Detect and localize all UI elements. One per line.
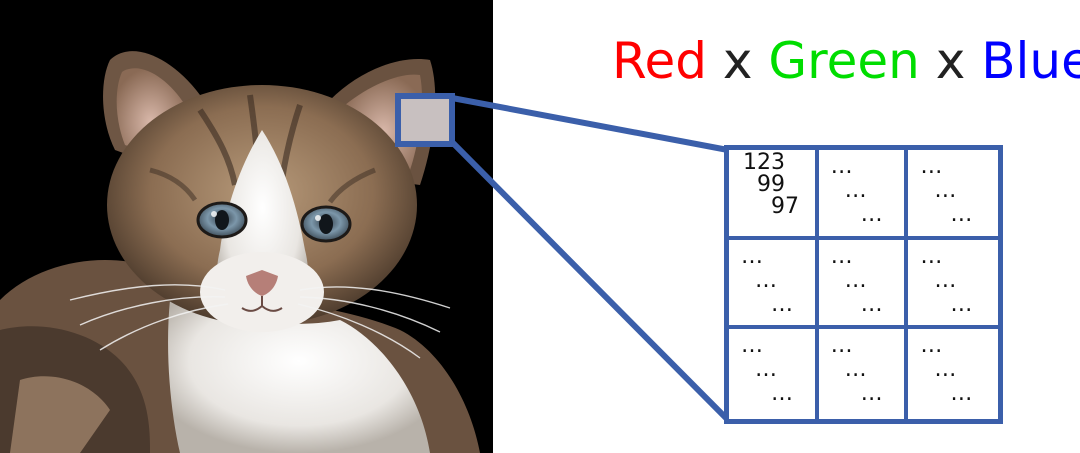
kitten-chest <box>168 300 430 453</box>
grid-cell: … … … <box>818 239 909 330</box>
cell-value: … <box>934 357 957 383</box>
cell-value: … <box>860 381 883 407</box>
cell-value: … <box>920 243 943 269</box>
cell-value: … <box>771 381 793 407</box>
grid-cell: … … … <box>908 240 998 330</box>
cell-value: … <box>920 333 943 359</box>
cell-value: … <box>860 291 883 317</box>
green-value: 99 <box>757 172 785 197</box>
title-times-2: x <box>919 32 982 90</box>
grid-cell: 123 99 97 <box>729 150 819 240</box>
grid-cell: … … … <box>818 150 909 240</box>
cell-value: … <box>830 333 853 359</box>
title-blue: Blue <box>981 32 1080 90</box>
zoom-connector-bottom <box>449 139 731 423</box>
cell-value: … <box>741 243 763 269</box>
zoom-connector-top <box>451 95 729 153</box>
grid-cell: … … … <box>729 329 819 419</box>
cell-value: … <box>934 178 957 203</box>
cell-value: … <box>755 357 777 383</box>
cell-value: … <box>771 291 793 317</box>
cell-value: … <box>755 267 777 293</box>
grid-cell: … … … <box>729 239 819 330</box>
cell-value: … <box>844 357 867 383</box>
grid-cell: … … … <box>908 150 998 240</box>
cell-value: … <box>920 154 943 179</box>
title-red: Red <box>612 32 707 90</box>
pixel-grid: 123 99 97 … … … … … … … … … … … … … … … … <box>724 145 1003 424</box>
cell-value: … <box>934 267 957 293</box>
rgb-title: Red x Green x Blue <box>612 26 1080 96</box>
cell-value: … <box>860 202 883 227</box>
cell-value: … <box>950 381 973 407</box>
blue-value: 97 <box>771 194 799 219</box>
cell-value: … <box>950 291 973 317</box>
cell-value: … <box>830 243 853 269</box>
cell-value: … <box>830 154 853 179</box>
grid-cell: … … … <box>908 329 998 419</box>
cell-value: … <box>844 267 867 293</box>
grid-cell: … … … <box>819 329 909 419</box>
cell-value: … <box>844 178 867 203</box>
nose <box>246 270 278 296</box>
title-green: Green <box>768 32 920 90</box>
cell-value: … <box>950 202 973 227</box>
title-times-1: x <box>707 32 769 90</box>
cell-value: … <box>741 333 763 359</box>
red-value: 123 <box>743 150 785 175</box>
selected-patch <box>395 93 455 147</box>
